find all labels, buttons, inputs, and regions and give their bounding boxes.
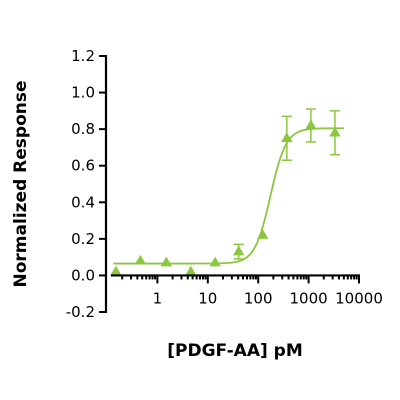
y-tick-label: 0.6: [71, 157, 95, 175]
data-point: [134, 254, 147, 265]
x-tick-label: 100: [244, 289, 273, 307]
y-tick-label: 0.0: [71, 266, 95, 284]
data-point: [305, 119, 317, 130]
data-point: [281, 132, 293, 143]
y-tick-label: 0.2: [71, 230, 95, 248]
y-tick-label: 1.0: [71, 84, 95, 102]
x-axis-title: [PDGF-AA] pM: [167, 341, 303, 361]
fit-curve: [113, 127, 345, 265]
data-point: [160, 256, 172, 267]
fit-curve-layer: [113, 127, 345, 265]
data-point: [329, 126, 341, 137]
x-tick-label: 10: [198, 289, 217, 307]
data-point: [257, 229, 269, 239]
y-tick-label: 0.4: [71, 193, 95, 211]
data-point-layer: [110, 119, 341, 276]
data-point: [209, 256, 221, 267]
y-tick-label: -0.2: [66, 303, 95, 321]
x-axis-ticks: 1 10 100 1000 10000: [121, 275, 383, 307]
y-tick-label: 0.8: [71, 120, 95, 138]
error-bar-layer: [233, 108, 340, 260]
x-tick-label: 1: [153, 289, 163, 307]
data-point: [232, 245, 245, 256]
x-tick-label: 10000: [335, 289, 383, 307]
y-tick-label: 1.2: [71, 47, 95, 65]
y-axis-title: Normalized Response: [11, 81, 31, 288]
data-point: [110, 265, 122, 276]
data-point: [185, 265, 197, 276]
x-tick-label: 1000: [290, 289, 328, 307]
y-axis-ticks: -0.2 0.0 0.2 0.4 0.6 0.8 1.0 1.2: [66, 47, 106, 321]
